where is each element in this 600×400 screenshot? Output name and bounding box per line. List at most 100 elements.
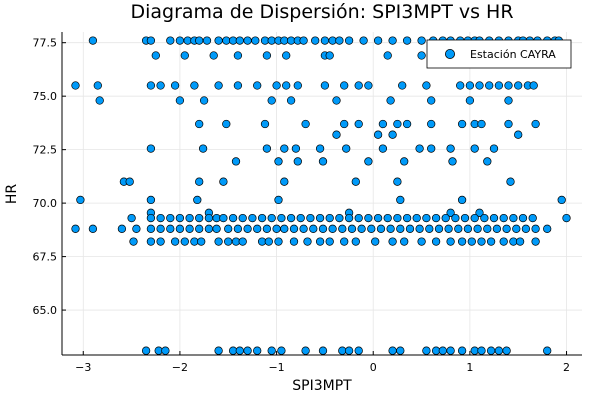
x-tick-label: −3 xyxy=(75,361,91,374)
data-point xyxy=(170,237,180,246)
y-tick-label: 72.5 xyxy=(33,144,58,157)
data-point xyxy=(431,237,441,246)
data-point xyxy=(325,51,334,60)
data-point xyxy=(202,36,212,45)
data-point xyxy=(354,213,363,223)
axis-ticks: −3 −2 −1 0 1 2 65.0 67.5 70.0 72.5 75.0 77.5 xyxy=(33,37,571,374)
data-point xyxy=(415,144,424,153)
data-point xyxy=(486,237,496,246)
data-point xyxy=(93,81,102,90)
data-point xyxy=(515,237,525,246)
x-tick-label: 0 xyxy=(370,361,377,374)
data-point xyxy=(95,96,104,105)
data-point xyxy=(446,237,455,246)
data-point xyxy=(125,177,134,186)
data-point xyxy=(373,36,383,45)
data-point xyxy=(393,177,402,186)
data-point xyxy=(224,237,233,246)
data-point xyxy=(502,346,511,355)
data-point xyxy=(175,224,185,233)
data-point xyxy=(280,144,289,153)
data-point xyxy=(325,237,334,246)
data-point xyxy=(204,224,214,233)
data-point xyxy=(512,224,521,233)
data-point xyxy=(562,213,571,223)
data-point xyxy=(340,237,349,246)
x-tick-label: 1 xyxy=(466,361,473,374)
data-point xyxy=(528,213,537,223)
data-point xyxy=(475,81,484,90)
data-point xyxy=(344,213,354,223)
data-point xyxy=(422,346,431,355)
data-point xyxy=(396,195,405,205)
data-point xyxy=(233,81,243,90)
data-point xyxy=(309,224,318,233)
data-point xyxy=(477,237,486,246)
data-point xyxy=(301,346,310,355)
data-point xyxy=(364,81,373,90)
data-point xyxy=(354,81,363,90)
data-point xyxy=(166,224,175,233)
data-point xyxy=(457,346,467,355)
data-point xyxy=(332,96,341,105)
data-point xyxy=(473,224,482,233)
data-point xyxy=(367,224,376,233)
data-point xyxy=(282,81,291,90)
data-point xyxy=(88,36,98,45)
data-point xyxy=(338,224,347,233)
data-point xyxy=(303,237,312,246)
data-point xyxy=(400,237,409,246)
legend-label: Estación CAYRA xyxy=(470,48,556,61)
data-point xyxy=(248,213,257,223)
data-point xyxy=(209,51,218,60)
data-point xyxy=(146,81,156,90)
x-tick-label: −2 xyxy=(172,361,188,374)
data-point xyxy=(502,224,511,233)
grid-lines xyxy=(62,32,582,355)
data-point xyxy=(383,213,392,223)
data-point xyxy=(351,237,360,246)
data-point xyxy=(315,213,325,223)
data-point xyxy=(214,237,223,246)
data-point xyxy=(214,346,223,355)
data-point xyxy=(289,224,299,233)
data-point xyxy=(415,224,424,233)
y-tick-label: 70.0 xyxy=(33,197,58,210)
data-point xyxy=(509,213,518,223)
data-point xyxy=(260,119,270,129)
data-point xyxy=(195,119,204,129)
y-tick-label: 65.0 xyxy=(33,304,58,317)
data-point xyxy=(318,346,328,355)
data-point xyxy=(371,237,380,246)
data-point xyxy=(463,224,473,233)
data-point xyxy=(185,213,194,223)
data-point xyxy=(88,224,98,233)
data-point xyxy=(405,224,415,233)
data-point xyxy=(388,36,397,45)
data-point xyxy=(438,346,447,355)
data-point xyxy=(417,36,426,45)
data-point xyxy=(427,119,436,129)
data-point xyxy=(328,224,337,233)
x-tick-label: 2 xyxy=(563,361,570,374)
data-point xyxy=(293,157,302,166)
data-point xyxy=(320,36,330,45)
data-point xyxy=(318,224,328,233)
data-point xyxy=(166,213,175,223)
data-point xyxy=(457,195,467,205)
data-point xyxy=(489,144,499,153)
data-point xyxy=(378,144,388,153)
data-point xyxy=(543,224,552,233)
data-point xyxy=(373,213,383,223)
data-point xyxy=(504,119,513,129)
data-point xyxy=(180,51,189,60)
data-point xyxy=(467,237,476,246)
data-point xyxy=(446,208,455,217)
data-point xyxy=(504,96,513,105)
data-point xyxy=(454,224,463,233)
data-point xyxy=(357,224,366,233)
data-point xyxy=(531,119,540,129)
data-point xyxy=(335,213,344,223)
data-point xyxy=(190,81,199,90)
